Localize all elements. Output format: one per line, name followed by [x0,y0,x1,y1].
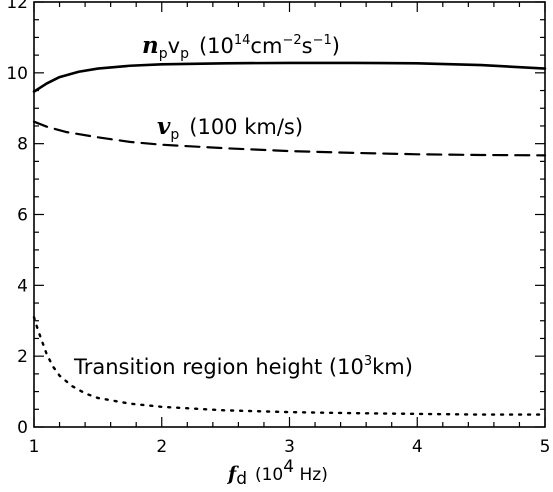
series-layer [32,61,547,416]
y-tick-label-0: 0 [17,418,28,438]
annotation-np-sub: p [159,46,168,62]
x-tick-label-1: 1 [29,437,40,457]
x-axis-sup: 4 [283,457,294,477]
annotation-tr-km: km) [372,355,413,379]
annotation-vp-symbol: v [157,113,171,140]
annotation-np-v: v [168,34,180,58]
annotation-np-sub2: p [180,46,189,62]
annotation-np-supm2: −2 [282,33,301,48]
y-tick-label-4: 4 [17,276,28,296]
x-tick-label-4: 4 [412,437,423,457]
annotation-tr-text: Transition region height (10 [73,355,364,379]
annotation-tr-sup: 3 [364,354,372,369]
annotation-vp: vp (100 km/s) [157,113,303,143]
annotation-np-units-pre: (10 [199,34,234,58]
x-tick-label-3: 3 [284,437,295,457]
annotation-np-supm1: −1 [313,33,332,48]
series-line-dashed [32,120,547,157]
annotation-vp-sub: p [170,127,179,143]
annotation-np-vp: npvp (1014cm−2s−1) [142,32,340,62]
annotation-transition-region: Transition region height (103km) [73,354,413,379]
annotation-np-cm: cm [250,34,282,58]
annotation-np-s: s [302,34,313,58]
x-tick-label-2: 2 [156,437,167,457]
axis-ticks [33,1,546,428]
x-axis-symbol: f [226,463,239,485]
series-line-dotted [32,316,547,416]
annotation-np-symbol: n [142,32,159,59]
x-axis-units-pre: (10 [255,465,283,485]
x-tick-label-5: 5 [540,437,551,457]
x-axis-units-post: Hz) [294,465,328,485]
x-axis-label: fd (104 Hz) [226,457,328,489]
y-tick-label-8: 8 [17,135,28,155]
y-tick-label-6: 6 [17,206,28,226]
annotation-vp-units: (100 km/s) [189,115,303,139]
y-tick-label-12: 12 [6,0,28,13]
annotation-np-close: ) [332,34,340,58]
x-axis-sub: d [236,469,247,489]
plot-frame [33,1,546,428]
series-line-solid [32,61,547,93]
y-tick-label-2: 2 [17,347,28,367]
annotation-np-sup14: 14 [234,33,251,48]
y-tick-label-10: 10 [6,64,28,84]
